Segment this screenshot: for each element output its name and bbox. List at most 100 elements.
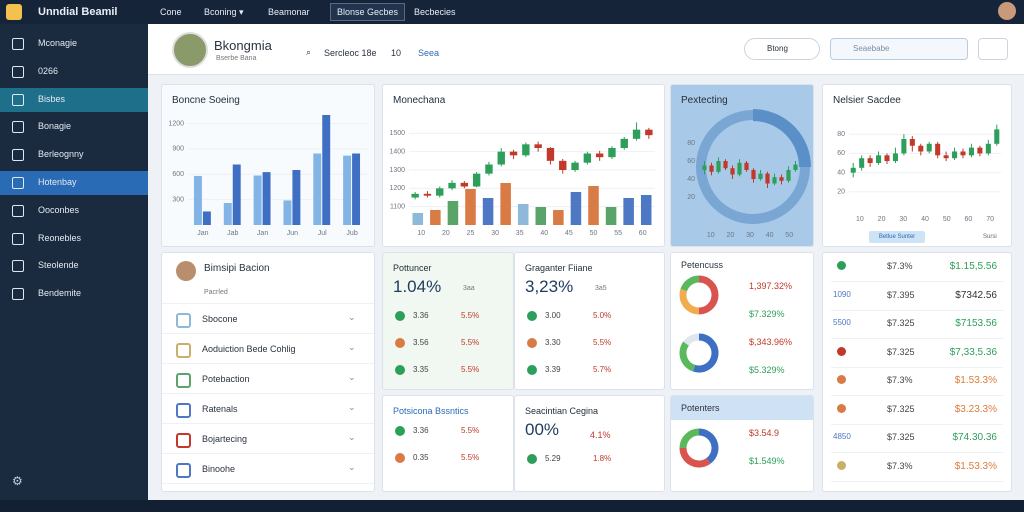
x-tick-label: Jan — [197, 230, 208, 237]
candle-card: Monechana 1100 1200 1300 1400 1500 10 20 25 30 35 4… — [382, 84, 665, 247]
settings-icon[interactable]: ⚙ — [12, 474, 23, 488]
row-value: 3.35 — [413, 365, 429, 374]
candle-body — [423, 193, 432, 196]
x-tick-label: Jub — [346, 230, 357, 237]
nav-link[interactable]: Mconagie — [0, 32, 148, 56]
nav-icon — [12, 121, 24, 134]
nav-link[interactable]: Hotenbay — [0, 171, 148, 195]
row-value: 5.5% — [461, 426, 480, 435]
x-tick-label: Jan — [257, 230, 268, 237]
nav-label: Hotenbay — [38, 177, 77, 187]
x-tick-label: Jun — [287, 230, 298, 237]
y-tick-label: 1100 — [390, 204, 405, 211]
volume-bar — [623, 198, 634, 225]
nav-link[interactable]: Reonebles — [0, 227, 148, 251]
sidebar: Mconagie 0266 Bisbes Bonagie Berleognny Hoten… — [0, 24, 148, 500]
nav-link[interactable]: Bonagie — [0, 115, 148, 139]
stat-card: Pottuncer 1.04% 3aa 3.36 5.5% 3.56 5.5% 3.35 5.5… — [382, 252, 514, 390]
list-item[interactable]: Sbocone ⌄ — [162, 303, 374, 334]
list-item[interactable]: Aoduiction Bede Cohlig ⌄ — [162, 333, 374, 364]
donut-label: $3.54.9 — [749, 428, 780, 438]
nav-item[interactable]: Becbecies — [414, 7, 456, 17]
y-tick-label: 40 — [837, 169, 845, 176]
search-box[interactable]: Seaebabe — [830, 38, 968, 60]
donut-label: $7.329% — [749, 309, 785, 319]
y-tick-label: 40 — [687, 176, 695, 183]
bar — [283, 200, 292, 225]
y-tick-label: 80 — [837, 131, 845, 138]
nav-link[interactable]: Bendemite — [0, 282, 148, 306]
list-icon — [176, 313, 191, 328]
x-tick-label: 40 — [921, 216, 929, 223]
nav-item[interactable]: Blonse Gecbes — [330, 3, 406, 21]
volume-bar — [553, 210, 564, 225]
donut-slice — [683, 333, 700, 346]
header-link[interactable]: Sercleoc 18e — [324, 48, 377, 58]
row-total: $7,33,5.36 — [949, 346, 997, 358]
volume-bar — [640, 195, 652, 225]
row-total: $1.53.3% — [954, 375, 997, 386]
list-item[interactable]: Bojartecing ⌄ — [162, 423, 374, 454]
brand: Unndial Beamil — [38, 6, 118, 18]
donut-label: $5.329% — [749, 365, 785, 375]
user-avatar[interactable] — [998, 2, 1016, 20]
candle-body — [645, 129, 653, 136]
candle-body — [534, 144, 542, 148]
candle-body — [876, 155, 882, 163]
bar-card: Boncne Soeing 300 600 900 1200 Jan Jab Jan Jun Ju… — [161, 84, 375, 247]
nav-item[interactable]: Bconing ▾ — [204, 7, 244, 17]
donut-slice — [679, 447, 711, 468]
candle-body — [723, 161, 728, 169]
header-link[interactable]: Seea — [418, 48, 440, 58]
donut-slice — [698, 428, 719, 464]
volume-bar — [535, 207, 547, 225]
chip[interactable]: Sursi — [983, 234, 997, 240]
bar — [352, 153, 361, 225]
donut-slice — [679, 288, 700, 315]
candle-body — [772, 177, 777, 184]
list-item[interactable]: Binoohe ⌄ — [162, 453, 374, 484]
x-tick-label: 20 — [442, 230, 450, 237]
list-icon — [176, 343, 191, 358]
filter-pill[interactable]: Btong — [744, 38, 820, 60]
nav-link[interactable]: 0266 — [0, 60, 148, 84]
donut-card: Petencuss 1,397.32% $7.329% $,343.96% $5.329… — [670, 252, 814, 390]
nav-link[interactable]: Berleognny — [0, 143, 148, 167]
row-value: 3.36 — [413, 311, 429, 320]
volume-bar — [605, 207, 617, 225]
chip[interactable]: Betlue Sunter — [869, 231, 925, 243]
row-divider — [831, 281, 1003, 282]
row-icon — [837, 261, 846, 270]
candle-body — [751, 170, 756, 179]
nav-label: Bendemite — [38, 288, 82, 299]
candle-body — [977, 147, 983, 154]
nav-link[interactable]: Bisbes — [0, 87, 148, 112]
bar — [313, 153, 322, 225]
candle-body — [460, 182, 469, 187]
line-card: Nelsier Sacdee 20 40 60 80 10 20 30 40 50 60 70 Bet… — [822, 84, 1012, 247]
stat-value: 1.04% — [393, 277, 442, 296]
nav-link[interactable]: Steolende — [0, 254, 148, 278]
row-price: $7.3% — [887, 375, 913, 385]
row-icon — [395, 365, 405, 375]
profile-subtitle: Bserbe Bana — [216, 55, 257, 62]
list-label: Bojartecing — [202, 434, 248, 444]
stat-card: Potsicona Bssntics 3.36 5.5% 0.35 5.5% — [382, 395, 514, 492]
nav-link[interactable]: Ooconbes — [0, 199, 148, 223]
nav-item[interactable]: Beamonar — [268, 7, 310, 17]
candle-body — [901, 139, 907, 154]
list-item[interactable]: Potebaction ⌄ — [162, 363, 374, 394]
row-price: $7.325 — [887, 403, 915, 414]
list-item[interactable]: Rapoiracting⌄ — [162, 483, 374, 491]
list-item[interactable]: Ratenals ⌄ — [162, 393, 374, 424]
icon-button[interactable] — [978, 38, 1008, 60]
x-tick-label: 20 — [878, 216, 886, 223]
search-icon: ⌕ — [306, 47, 312, 57]
row-icon — [395, 426, 405, 436]
nav-item[interactable]: Cone — [160, 7, 182, 17]
x-tick-label: 40 — [540, 230, 548, 237]
donut-slice — [680, 275, 700, 292]
header-link[interactable]: 10 — [391, 48, 402, 58]
nav-icon — [12, 260, 24, 273]
list-avatar — [176, 261, 196, 281]
